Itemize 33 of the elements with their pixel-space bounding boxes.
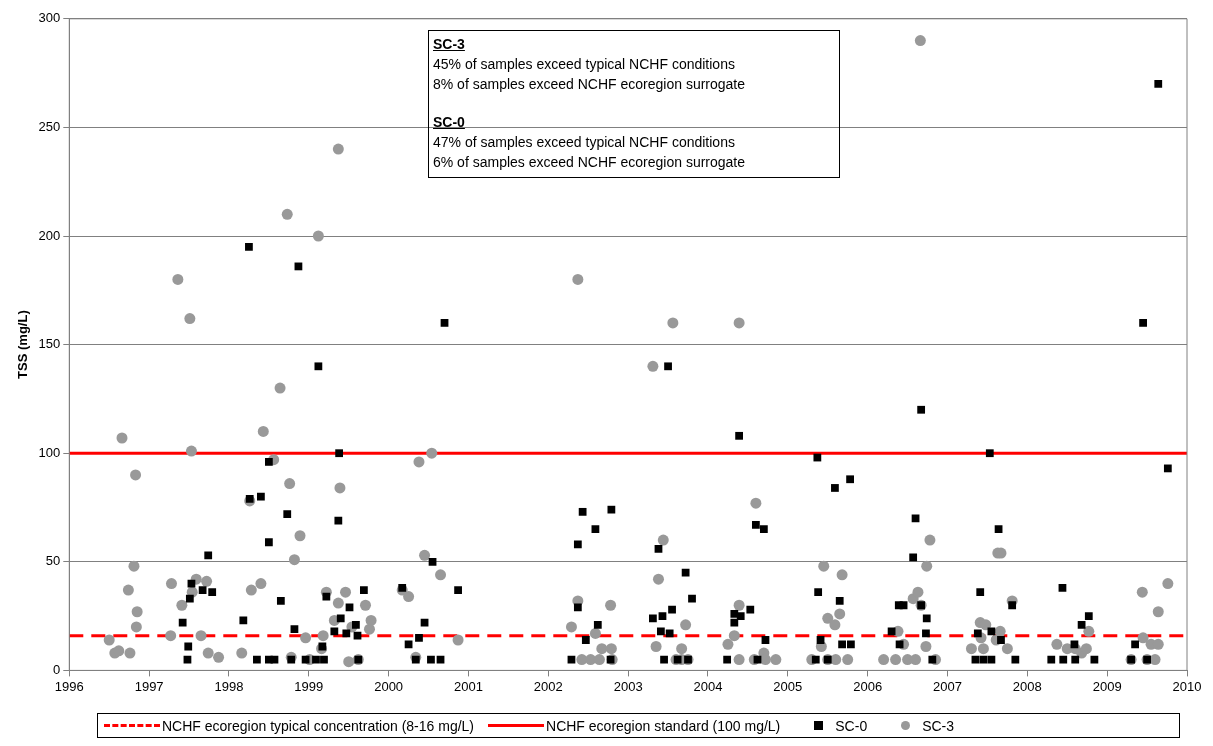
y-tick-label: 200 bbox=[38, 227, 61, 243]
x-tick-label: 2006 bbox=[853, 678, 883, 694]
y-tick-label: 100 bbox=[38, 444, 61, 460]
legend-label: NCHF ecoregion standard (100 mg/L) bbox=[546, 717, 781, 734]
x-tick-label: 2008 bbox=[1012, 678, 1042, 694]
annotation: 8% of samples exceed NCHF ecoregion surrogate bbox=[433, 75, 747, 94]
y-tick-label: 300 bbox=[38, 10, 61, 26]
y-tick-label: 150 bbox=[38, 336, 61, 352]
x-tick-label: 2009 bbox=[1092, 678, 1122, 694]
y-tick-label: 250 bbox=[38, 118, 61, 134]
x-tick-label: 1997 bbox=[134, 678, 164, 694]
x-tick-label: 2003 bbox=[613, 678, 643, 694]
annotation: 47% of samples exceed typical NCHF conditions bbox=[433, 133, 736, 152]
x-tick-label: 1999 bbox=[294, 678, 324, 694]
annotation: 45% of samples exceed typical NCHF conditions bbox=[433, 55, 736, 74]
annotation: SC-0 bbox=[433, 113, 466, 132]
x-tick-label: 1998 bbox=[214, 678, 244, 694]
legend-label: NCHF ecoregion typical concentration (8-16 mg/L) bbox=[162, 717, 475, 734]
x-tick-label: 2004 bbox=[693, 678, 723, 694]
annotation: 6% of samples exceed NCHF ecoregion surrogate bbox=[433, 153, 747, 172]
legend-label: SC-0 bbox=[835, 717, 868, 734]
y-tick-label: 50 bbox=[45, 553, 61, 569]
x-tick-label: 2010 bbox=[1172, 678, 1202, 694]
x-tick-label: 2001 bbox=[454, 678, 483, 694]
y-tick-label: 0 bbox=[53, 661, 61, 677]
x-tick-label: 1996 bbox=[54, 678, 84, 694]
y-axis-title: TSS (mg/L) bbox=[15, 310, 31, 379]
x-tick-label: 2005 bbox=[773, 678, 803, 694]
x-tick-label: 2000 bbox=[374, 678, 404, 694]
x-tick-label: 2007 bbox=[933, 678, 962, 694]
legend-label: SC-3 bbox=[922, 717, 955, 734]
x-tick-label: 2002 bbox=[533, 678, 563, 694]
annotation: SC-3 bbox=[433, 35, 466, 54]
